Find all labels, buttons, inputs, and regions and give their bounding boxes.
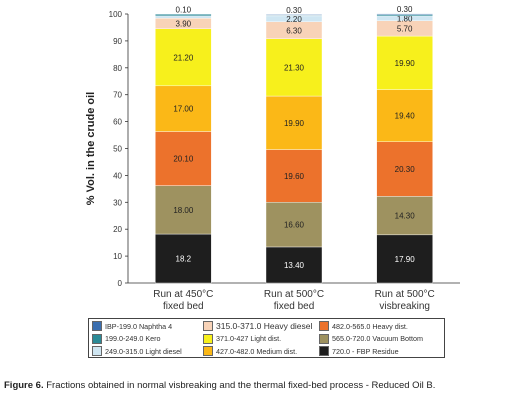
legend-item: 249.0-315.0 Light diesel xyxy=(92,345,200,357)
x-category-label: Run at 450°C xyxy=(153,289,213,300)
bar-value-label: 20.30 xyxy=(395,165,416,174)
legend-item: 199.0-249.0 Kero xyxy=(92,333,200,345)
chart-legend: IBP-199.0 Naphtha 4 199.0-249.0 Kero 249.0… xyxy=(88,318,445,358)
legend-label: 371.0-427 Light dist. xyxy=(216,334,282,343)
legend-swatch xyxy=(203,346,213,356)
bar-segment xyxy=(155,185,212,235)
figure-caption-text: Fractions obtained in normal visbreaking… xyxy=(46,380,436,391)
bar-value-label: 21.20 xyxy=(173,53,194,62)
figure-caption-label: Figure 6. xyxy=(4,380,44,391)
figure-caption: Figure 6. Fractions obtained in normal v… xyxy=(4,380,435,391)
bar-segment xyxy=(265,14,323,16)
bar-segment xyxy=(155,15,212,19)
bar-segment xyxy=(155,233,212,284)
legend-label: IBP-199.0 Naphtha 4 xyxy=(105,321,173,331)
bar-value-label: 17.00 xyxy=(173,105,194,114)
legend-label: 249.0-315.0 Light diesel xyxy=(105,346,182,356)
bar-segment xyxy=(376,234,433,284)
legend-swatch xyxy=(319,346,329,356)
legend-item: IBP-199.0 Naphtha 4 xyxy=(92,320,200,332)
bar-value-label: 13.40 xyxy=(284,261,305,270)
y-tick-label: 90 xyxy=(113,37,122,46)
legend-swatch xyxy=(319,321,329,331)
legend-swatch xyxy=(203,333,213,344)
legend-label: 199.0-249.0 Kero xyxy=(105,334,161,343)
y-tick-label: 0 xyxy=(118,279,123,288)
bar-value-label: 6.30 xyxy=(286,26,302,35)
legend-label: 315.0-371.0 Heavy diesel xyxy=(216,321,313,331)
legend-item: 565.0-720.0 Vacuum Bottom xyxy=(319,333,444,345)
y-axis-label: % Vol. in the crude oil xyxy=(85,92,97,205)
y-tick-label: 20 xyxy=(113,225,122,234)
bar-segment xyxy=(155,131,212,186)
bar-value-label: 17.90 xyxy=(395,255,416,264)
bar-value-label: 19.40 xyxy=(395,112,416,121)
bar-segment xyxy=(376,13,433,15)
bar-segment xyxy=(376,89,433,142)
bar-value-label: 2.20 xyxy=(286,15,302,24)
bar-value-label: 20.10 xyxy=(173,155,194,164)
bar-segment xyxy=(265,246,323,284)
bar-segment xyxy=(265,95,323,150)
y-tick-label: 40 xyxy=(113,171,122,180)
legend-swatch xyxy=(319,333,329,344)
bar-value-label: 16.60 xyxy=(284,221,305,230)
legend-swatch xyxy=(92,346,102,356)
x-category-label: Run at 500°C xyxy=(264,289,324,300)
bar-value-label: 0.10 xyxy=(176,6,192,15)
bar-value-label: 14.30 xyxy=(395,212,416,221)
legend-swatch xyxy=(92,321,102,331)
bar-value-label: 3.90 xyxy=(176,20,192,29)
x-category-label: fixed bed xyxy=(163,301,204,312)
legend-item: 482.0-565.0 Heavy dist. xyxy=(319,320,444,332)
legend-label: 565.0-720.0 Vacuum Bottom xyxy=(332,334,423,343)
x-category-label: Run at 500°C xyxy=(375,289,435,300)
bar-value-label: 1.80 xyxy=(397,14,413,23)
y-tick-label: 10 xyxy=(113,252,122,261)
bar-value-label: 18.00 xyxy=(173,206,194,215)
bar-value-label: 21.30 xyxy=(284,63,305,72)
legend-item: 371.0-427 Light dist. xyxy=(203,333,317,345)
bar-value-label: 0.30 xyxy=(397,5,413,14)
bar-value-label: 0.30 xyxy=(286,6,302,15)
bar-value-label: 19.60 xyxy=(284,172,305,181)
stacked-bar-chart: % Vol. in the crude oil 0 10 20 30 40 50 60 70 80… xyxy=(85,5,460,312)
legend-item: 720.0 - FBP Residue xyxy=(319,345,444,357)
bar-value-label: 18.2 xyxy=(176,255,192,264)
x-category-label: visbreaking xyxy=(379,301,430,312)
bar-segment xyxy=(155,14,212,17)
bar-segment xyxy=(265,38,323,97)
bar-value-label: 19.90 xyxy=(284,119,305,128)
x-category-label: fixed bed xyxy=(274,301,315,312)
legend-item: 315.0-371.0 Heavy diesel xyxy=(203,320,317,332)
legend-label: 427.0-482.0 Medium dist. xyxy=(216,346,298,356)
legend-swatch xyxy=(203,321,213,331)
bar-segment xyxy=(376,196,433,236)
bar-segment xyxy=(265,202,323,248)
legend-item: 427.0-482.0 Medium dist. xyxy=(203,345,317,357)
legend-label: 720.0 - FBP Residue xyxy=(332,346,399,356)
bar-segment xyxy=(155,85,212,132)
bar-segment xyxy=(376,14,433,17)
bar-value-label: 5.70 xyxy=(397,24,413,33)
bar-value-label: 19.90 xyxy=(395,59,416,68)
legend-label: 482.0-565.0 Heavy dist. xyxy=(332,321,408,331)
bar-segment xyxy=(155,28,212,87)
y-tick-label: 50 xyxy=(113,145,122,154)
y-tick-label: 70 xyxy=(113,91,122,100)
y-tick-label: 80 xyxy=(113,64,122,73)
legend-swatch xyxy=(92,333,102,344)
y-tick-label: 60 xyxy=(113,118,122,127)
bar-segment xyxy=(376,35,433,90)
bar-segment xyxy=(376,141,433,197)
y-tick-label: 100 xyxy=(109,10,123,19)
y-tick-label: 30 xyxy=(113,198,122,207)
